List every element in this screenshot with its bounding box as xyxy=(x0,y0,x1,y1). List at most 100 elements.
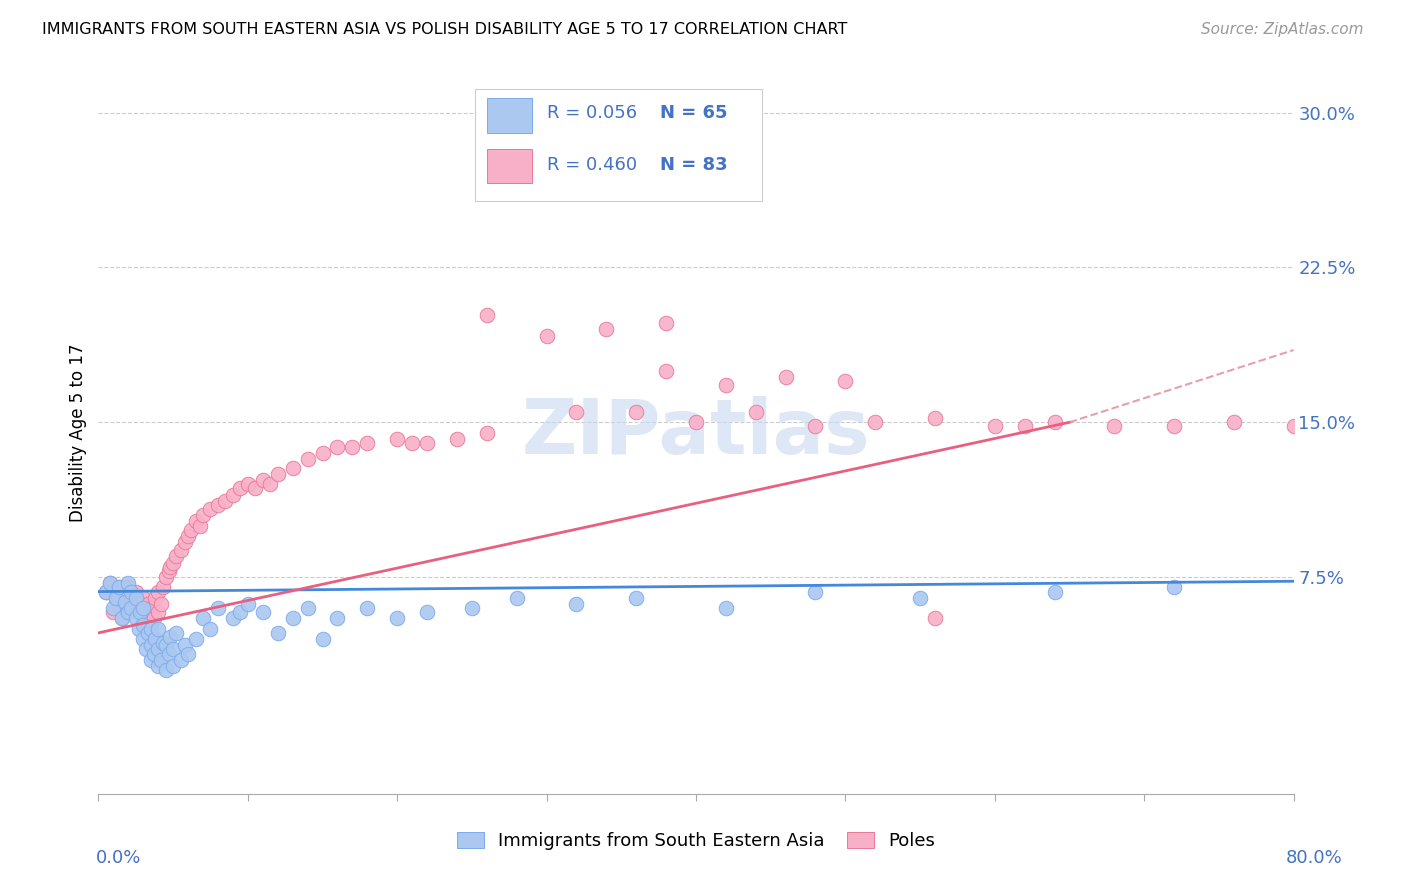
Point xyxy=(162,556,184,570)
Point xyxy=(125,591,148,605)
Text: IMMIGRANTS FROM SOUTH EASTERN ASIA VS POLISH DISABILITY AGE 5 TO 17 CORRELATION : IMMIGRANTS FROM SOUTH EASTERN ASIA VS PO… xyxy=(42,22,848,37)
Point xyxy=(245,481,267,495)
Point xyxy=(626,591,648,605)
Point xyxy=(252,605,274,619)
Point xyxy=(103,601,125,615)
Point xyxy=(150,653,173,667)
Point xyxy=(152,636,174,650)
Point xyxy=(356,436,378,450)
Point xyxy=(506,168,529,182)
Point xyxy=(356,601,378,615)
Point xyxy=(236,597,259,611)
Point xyxy=(565,405,588,419)
Point xyxy=(214,493,236,508)
Point xyxy=(162,659,184,673)
Point xyxy=(155,663,177,677)
Point xyxy=(184,632,207,646)
Point xyxy=(714,601,737,615)
Point xyxy=(595,322,617,336)
Point xyxy=(159,630,181,644)
Point xyxy=(108,581,131,595)
Point xyxy=(117,605,139,619)
Point xyxy=(143,632,166,646)
Point xyxy=(129,601,152,615)
Point xyxy=(148,605,170,619)
Point xyxy=(180,523,202,537)
Point xyxy=(188,518,211,533)
Point xyxy=(714,378,737,392)
Point xyxy=(222,487,245,501)
Point xyxy=(125,601,148,615)
Point xyxy=(142,611,165,625)
Point xyxy=(267,625,290,640)
Point xyxy=(165,549,187,564)
Point xyxy=(129,605,152,619)
Text: ZIPatlas: ZIPatlas xyxy=(522,396,870,469)
Point xyxy=(150,597,173,611)
Point xyxy=(165,625,187,640)
Point xyxy=(311,632,333,646)
Point xyxy=(229,481,252,495)
Point xyxy=(111,611,134,625)
Point xyxy=(174,638,197,652)
Point xyxy=(132,591,155,605)
Point xyxy=(865,415,887,429)
Point xyxy=(222,611,245,625)
Point xyxy=(162,642,184,657)
Point xyxy=(536,328,558,343)
Text: 0.0%: 0.0% xyxy=(96,849,141,867)
Point xyxy=(114,595,136,609)
Point xyxy=(1223,415,1246,429)
Point xyxy=(565,597,588,611)
Point xyxy=(229,605,252,619)
Point xyxy=(475,308,498,322)
Point xyxy=(416,605,439,619)
Point xyxy=(157,647,180,661)
Point xyxy=(1282,419,1305,434)
Text: Source: ZipAtlas.com: Source: ZipAtlas.com xyxy=(1201,22,1364,37)
Point xyxy=(114,597,136,611)
Point xyxy=(148,622,170,636)
Point xyxy=(416,436,439,450)
Point xyxy=(200,622,222,636)
Point xyxy=(1014,419,1036,434)
Point xyxy=(775,370,797,384)
Point xyxy=(385,611,409,625)
Point xyxy=(191,611,214,625)
Point xyxy=(252,473,274,487)
Point xyxy=(139,617,162,632)
Point xyxy=(1163,581,1185,595)
Point xyxy=(184,515,207,529)
Point xyxy=(120,601,142,615)
Point xyxy=(169,543,191,558)
Text: N = 65: N = 65 xyxy=(661,104,728,122)
Point xyxy=(1163,419,1185,434)
Point xyxy=(94,584,117,599)
Point xyxy=(142,647,165,661)
Point xyxy=(446,432,468,446)
Point xyxy=(385,432,409,446)
Point xyxy=(281,611,304,625)
Point xyxy=(506,591,529,605)
FancyBboxPatch shape xyxy=(486,98,533,133)
Point xyxy=(139,622,162,636)
Point xyxy=(155,570,177,584)
Point xyxy=(169,653,191,667)
Point xyxy=(297,601,319,615)
FancyBboxPatch shape xyxy=(475,89,762,202)
Point xyxy=(281,460,304,475)
Point xyxy=(207,498,229,512)
Point xyxy=(401,436,423,450)
Point xyxy=(117,576,139,591)
Point xyxy=(924,411,946,425)
Point xyxy=(111,611,134,625)
Point xyxy=(655,316,678,330)
Point xyxy=(236,477,259,491)
Point xyxy=(461,601,484,615)
Point xyxy=(135,605,157,619)
Point xyxy=(139,638,162,652)
FancyBboxPatch shape xyxy=(486,149,533,184)
Point xyxy=(804,584,827,599)
Point xyxy=(148,584,170,599)
Point xyxy=(159,559,181,574)
